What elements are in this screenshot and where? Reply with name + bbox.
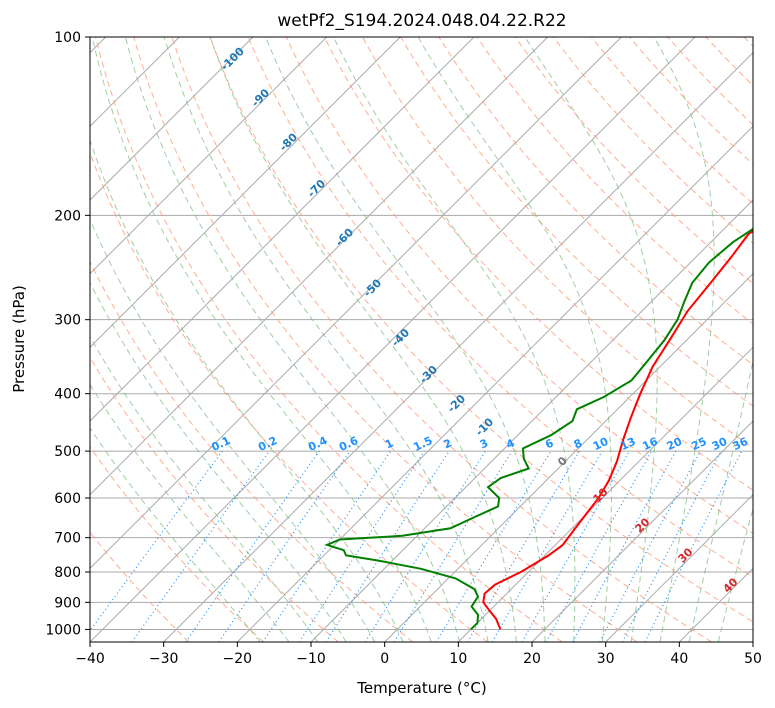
moist-adiabat-line [524,37,658,642]
moist-adiabat-line [125,37,461,642]
x-tick-label: 50 [744,651,762,667]
dry-adiabat-line [95,37,563,642]
x-tick-label: 0 [380,651,389,667]
plot-frame [89,36,754,643]
isotherm-line [90,37,328,275]
moist-adiabat-line [717,506,753,642]
mixing-ratio-label: 20 [665,435,685,453]
x-axis-title: Temperature (°C) [356,679,486,697]
isotherm-line [752,641,753,642]
dry-adiabat-line [171,37,712,642]
y-tick-label: 400 [54,387,81,403]
isotherm-line [90,37,475,422]
mixing-ratio-line [545,450,653,642]
y-tick-label: 800 [54,565,81,581]
dry-adiabat-line [90,260,414,642]
mixing-ratio-label: 36 [731,435,751,453]
mixing-ratio-line [218,450,351,642]
mixing-ratio-line [131,450,270,642]
x-tick-label: 10 [449,651,467,667]
x-tick-label: 30 [597,651,615,667]
mixing-ratio-line [572,450,677,642]
dry-adiabat-line [285,37,753,535]
isotherm-line [163,51,753,642]
mixing-ratio-line [298,450,425,642]
dry-adiabat-line [90,445,264,642]
isotherm-line [90,37,622,570]
moist-adiabat-line [90,281,347,642]
isotherm-line [90,37,549,496]
dry-adiabat-line [323,37,753,491]
mixing-ratio-label: 16 [640,435,660,453]
isotherm-line [605,493,753,642]
x-tick-label: −10 [296,651,326,667]
isotherm-line [90,37,254,201]
dry-adiabat-line [514,37,753,285]
mixing-ratio-line [185,450,320,642]
y-tick-label: 100 [54,30,81,46]
moist-adiabat-line [163,37,489,642]
x-tick-label: −20 [223,651,253,667]
y-tick-label: 300 [54,313,81,329]
x-tick-label: −40 [75,651,105,667]
mixing-ratio-label: 25 [689,435,708,453]
adiabat-layer [90,37,753,642]
moist-adiabat-line [90,218,376,642]
mixing-ratio-label: 30 [710,435,730,453]
dry-adiabat-line [90,356,339,642]
axes-layer: −40 −30 −20 −10 0 10 20 30 40 50 100 200 300 400 500 60… [45,30,762,667]
isotherm-line [90,37,696,642]
isotherm-line [90,37,401,349]
dry-adiabat-line [209,37,753,623]
y-tick-label: 900 [54,595,81,611]
dry-adiabat-line [247,37,753,578]
profile-line [482,229,753,630]
moist-adiabat-line [265,37,546,642]
mixing-ratio-line [90,450,223,632]
moist-adiabat-line [209,37,517,642]
moist-adiabat-line [91,37,432,642]
grid-layer [90,37,753,642]
isotherm-line [531,420,753,642]
profile-line [324,227,753,631]
isotherm-line [457,346,753,642]
mixing-ratio-label: 13 [618,435,637,453]
x-tick-label: −30 [149,651,179,667]
y-tick-label: 700 [54,531,81,547]
x-tick-label: 20 [523,651,541,667]
moist-adiabat-line [653,37,715,642]
profile-layer [324,227,753,631]
y-tick-label: 1000 [45,622,81,638]
y-tick-label: 500 [54,444,81,460]
mixing-ratio-line [325,450,450,642]
moist-adiabat-line [90,335,319,642]
moist-adiabat-line [90,383,290,642]
dry-adiabat-line [476,37,753,325]
x-tick-label: 40 [670,651,688,667]
moist-adiabat-line [90,427,261,642]
y-tick-label: 200 [54,208,81,224]
mixing-ratio-line [262,450,392,642]
y-tick-label: 600 [54,491,81,507]
y-axis-title: Pressure (hPa) [10,285,28,393]
chart-title: wetPf2_S194.2024.048.04.22.R22 [277,11,566,31]
isotherm-line [384,272,753,642]
mixing-ratio-label: 10 [591,435,611,453]
moist-adiabat-line [688,358,753,642]
plot-background [90,37,753,642]
